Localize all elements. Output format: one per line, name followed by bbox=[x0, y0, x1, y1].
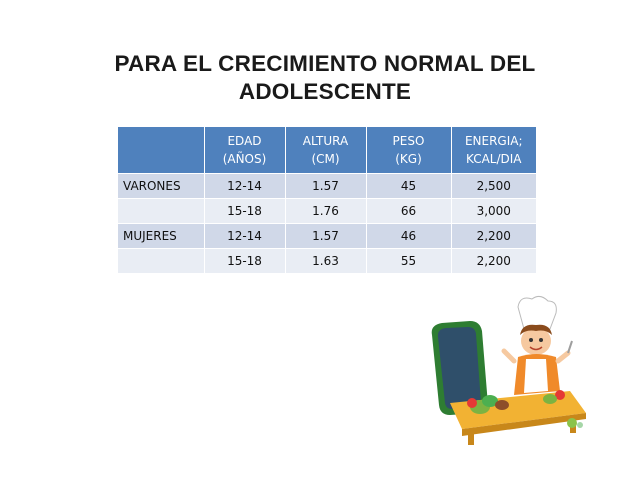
page-title: PARA EL CRECIMIENTO NORMAL DEL ADOLESCEN… bbox=[70, 50, 580, 106]
table-row: 15-18 1.76 66 3,000 bbox=[118, 198, 536, 224]
cell-peso: 55 bbox=[366, 248, 452, 273]
row-label bbox=[118, 198, 205, 224]
header-cell-empty bbox=[118, 127, 205, 174]
header-cell-edad: EDAD (AÑOS) bbox=[204, 127, 286, 174]
chalkboard-icon bbox=[431, 321, 488, 415]
cell-altura: 1.57 bbox=[285, 173, 367, 199]
cell-altura: 1.57 bbox=[285, 223, 367, 249]
cell-altura: 1.63 bbox=[285, 248, 367, 273]
chef-icon bbox=[501, 295, 573, 395]
row-label bbox=[118, 248, 205, 273]
cell-energia: 2,200 bbox=[451, 248, 536, 273]
row-label: MUJERES bbox=[118, 223, 205, 249]
growth-table: EDAD (AÑOS) ALTURA (CM) PESO (KG) ENERGIA; K… bbox=[118, 127, 536, 273]
cell-energia: 3,000 bbox=[451, 198, 536, 224]
title-line-2: ADOLESCENTE bbox=[238, 79, 412, 104]
table-row: VARONES 12-14 1.57 45 2,500 bbox=[118, 173, 536, 199]
vegetables-icon bbox=[467, 390, 583, 428]
table-row: MUJERES 12-14 1.57 46 2,200 bbox=[118, 223, 536, 249]
row-label: VARONES bbox=[118, 173, 205, 199]
header-cell-peso: PESO (KG) bbox=[366, 127, 452, 174]
cell-edad: 15-18 bbox=[204, 198, 286, 224]
chef-illustration bbox=[431, 295, 586, 445]
cell-edad: 12-14 bbox=[204, 223, 286, 249]
header-cell-altura: ALTURA (CM) bbox=[285, 127, 367, 174]
table-row: 15-18 1.63 55 2,200 bbox=[118, 248, 536, 273]
cell-peso: 66 bbox=[366, 198, 452, 224]
cell-peso: 46 bbox=[366, 223, 452, 249]
cell-energia: 2,200 bbox=[451, 223, 536, 249]
cell-edad: 15-18 bbox=[204, 248, 286, 273]
cell-altura: 1.76 bbox=[285, 198, 367, 224]
header-cell-energia: ENERGIA; KCAL/DIA bbox=[451, 127, 536, 174]
table-header-row: EDAD (AÑOS) ALTURA (CM) PESO (KG) ENERGIA; K… bbox=[118, 127, 536, 174]
title-line-1: PARA EL CRECIMIENTO NORMAL DEL bbox=[114, 51, 536, 76]
cell-edad: 12-14 bbox=[204, 173, 286, 199]
cell-peso: 45 bbox=[366, 173, 452, 199]
cell-energia: 2,500 bbox=[451, 173, 536, 199]
